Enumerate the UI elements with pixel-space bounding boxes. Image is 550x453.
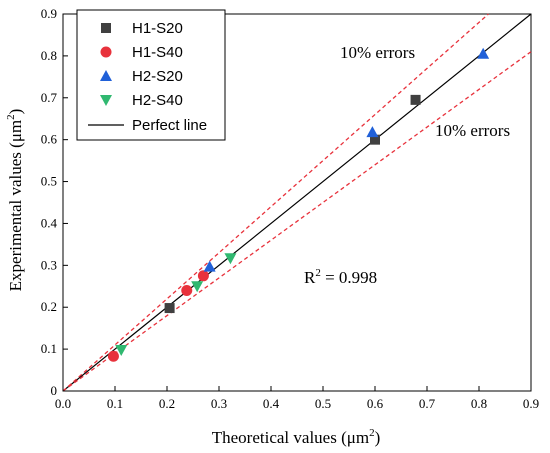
legend-marker-h2-s40 — [100, 95, 112, 106]
x-tick-label: 0.2 — [159, 396, 175, 411]
upper-error-annotation: 10% errors — [340, 43, 415, 62]
legend-marker-h2-s20 — [100, 70, 112, 81]
data-point-h2-s40 — [191, 281, 204, 293]
x-tick-label: 0.5 — [315, 396, 331, 411]
legend-label-h1-s20: H1-S20 — [132, 20, 183, 37]
x-tick-label: 0.6 — [367, 396, 384, 411]
data-point-h2-s40 — [115, 344, 128, 356]
x-tick-label: 0.3 — [211, 396, 227, 411]
x-tick-label: 0.0 — [55, 396, 71, 411]
x-tick-label: 0.9 — [523, 396, 539, 411]
r2-annotation: R2 = 0.998 — [304, 267, 377, 287]
legend-items: H1-S20 H1-S40 H2-S20 H2-S40 — [100, 20, 183, 109]
y-tick-label: 0.5 — [41, 174, 57, 189]
y-tick-label: 0.2 — [41, 299, 57, 314]
upper-error-line — [62, 13, 489, 392]
y-tick-label: 0.3 — [41, 257, 57, 272]
x-tick-label: 0.4 — [263, 396, 280, 411]
data-point-h1-s40 — [107, 350, 119, 362]
lower-error-annotation: 10% errors — [435, 121, 510, 140]
legend: H1-S20 H1-S40 H2-S20 H2-S40 Perfect line — [76, 9, 226, 141]
data-point-h1-s20 — [410, 94, 421, 105]
legend-marker-h1-s40 — [100, 46, 112, 58]
data-point-h2-s40 — [224, 253, 237, 265]
x-axis-title: Theoretical values (μm2) — [212, 427, 381, 447]
data-point-h2-s20 — [477, 47, 490, 59]
x-tick-label: 0.1 — [107, 396, 123, 411]
data-point-h1-s40 — [197, 270, 209, 282]
legend-box — [76, 9, 226, 141]
data-point-h1-s40 — [181, 284, 193, 296]
legend-perfect-line-label: Perfect line — [132, 117, 207, 134]
legend-label-h2-s40: H2-S40 — [132, 92, 183, 109]
legend-marker-h1-s20 — [101, 23, 111, 33]
perfect-line — [62, 13, 532, 392]
y-tick-label: 0.4 — [41, 215, 58, 230]
data-point-h1-s20 — [164, 303, 175, 314]
data-point-h1-s20 — [370, 134, 380, 145]
plot-frame — [62, 13, 532, 392]
data-point-h2-s20 — [366, 126, 379, 138]
y-tick-label: 0.8 — [41, 48, 57, 63]
plot-area — [62, 13, 532, 392]
reference-lines — [62, 13, 532, 392]
legend-label-h1-s40: H1-S40 — [132, 44, 183, 61]
data-markers — [107, 47, 490, 362]
y-tick-label: 0.1 — [41, 341, 57, 356]
legend-label-h2-s20: H2-S20 — [132, 68, 183, 85]
lower-error-line — [62, 51, 532, 392]
y-axis-title: Experimental values (μm2) — [5, 109, 25, 292]
y-axis-ticks: 0 0.1 0.2 0.3 0.4 0.5 0.6 0.7 0.8 0.9 — [41, 6, 68, 398]
data-point-h2-s20 — [203, 260, 216, 272]
x-tick-label: 0.7 — [419, 396, 436, 411]
y-tick-label: 0.9 — [41, 6, 57, 21]
y-tick-label: 0 — [51, 383, 58, 398]
y-tick-label: 0.6 — [41, 132, 58, 147]
y-tick-label: 0.7 — [41, 90, 58, 105]
x-axis-ticks: 0.0 0.1 0.2 0.3 0.4 0.5 0.6 0.7 0.8 0.9 — [55, 386, 539, 411]
x-tick-label: 0.8 — [471, 396, 487, 411]
